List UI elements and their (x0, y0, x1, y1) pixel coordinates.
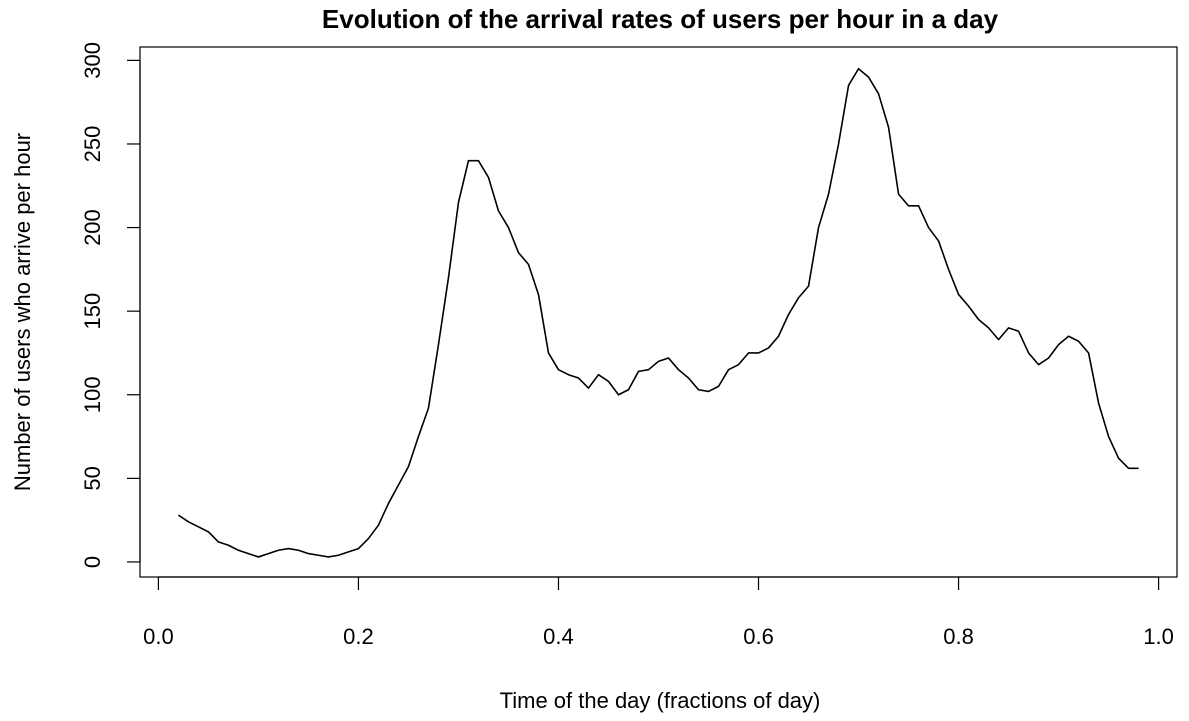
x-tick-label: 0.0 (143, 624, 174, 649)
y-axis-title: Number of users who arrive per hour (10, 133, 35, 491)
x-tick-label: 0.6 (743, 624, 774, 649)
x-tick-label: 1.0 (1143, 624, 1174, 649)
y-tick-label: 200 (80, 209, 105, 246)
y-tick-label: 300 (80, 42, 105, 79)
y-tick-label: 150 (80, 293, 105, 330)
x-tick-label: 0.4 (543, 624, 574, 649)
y-tick-label: 100 (80, 376, 105, 413)
chart-title: Evolution of the arrival rates of users … (322, 4, 999, 34)
plot-box (139, 46, 1178, 578)
y-tick-label: 50 (80, 466, 105, 490)
data-line (177, 67, 1139, 558)
x-tick-label: 0.8 (943, 624, 974, 649)
x-tick-label: 0.2 (343, 624, 374, 649)
y-tick-label: 0 (80, 556, 105, 568)
y-tick-label: 250 (80, 126, 105, 163)
x-axis-title: Time of the day (fractions of day) (500, 688, 821, 713)
